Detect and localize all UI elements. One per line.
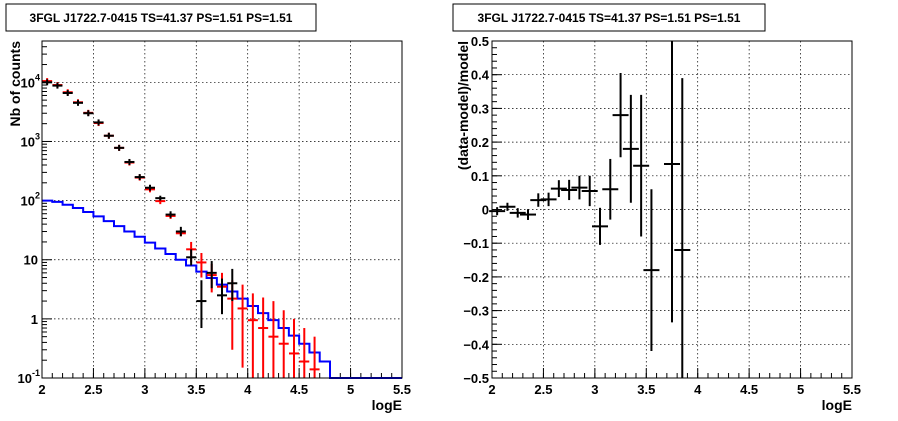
right-x-tick-label: 2 [488,382,495,397]
right-x-tick-label: 2.5 [534,382,552,397]
right-y-tick-label: −0.5 [463,371,489,386]
left-y-tick-label: 103 [21,131,40,149]
left-y-tick-label: 102 [21,191,40,209]
background-model-histogram [42,199,402,379]
left-x-tick-label: 4 [244,382,252,397]
right-y-tick-label: 0.1 [471,169,489,184]
left-y-tick-label: 10-1 [18,368,40,386]
right-x-tick-label: 4.5 [740,382,758,397]
left-x-tick-label: 5.5 [393,382,411,397]
right-x-axis-title: logE [822,397,852,413]
right-title-box [452,3,766,32]
left-gridlines [41,41,403,379]
right-y-tick-label: −0.1 [463,236,489,251]
left-x-tick-label: 3 [141,382,148,397]
background-histogram-line [42,199,402,379]
right-y-axis-title: (data-model)/model [455,41,471,170]
right-gridlines [491,40,853,379]
counts-spectrum-panel: 3FGL J1722.7-0415 TS=41.37 PS=1.51 PS=1.… [5,3,411,413]
left-y-tick-label: 10 [24,253,38,268]
left-x-axis-title: logE [372,397,402,413]
right-y-tick-label: −0.3 [463,304,489,319]
right-plot-frame [491,40,853,379]
right-y-tick-label: 0.3 [471,101,489,116]
left-x-tick-label: 4.5 [290,382,308,397]
right-y-tick-label: 0.5 [471,34,489,49]
right-x-tick-labels: 2 2.5 3 3.5 4 4.5 5 5.5 [488,382,861,397]
left-y-axis-title: Nb of counts [7,41,23,127]
residuals-panel: 3FGL J1722.7-0415 TS=41.37 PS=1.51 PS=1.… [452,3,861,413]
right-y-tick-label: 0 [482,203,489,218]
right-x-tick-label: 5 [797,382,804,397]
left-plot-frame [41,40,403,379]
right-chart-title: 3FGL J1722.7-0415 TS=41.37 PS=1.51 PS=1.… [478,11,741,25]
left-y-tick-label: 1 [31,312,38,327]
left-title-box [5,3,317,32]
left-y-tick-label: 104 [21,72,40,90]
right-x-tick-label: 4 [694,382,702,397]
right-x-tick-label: 3 [591,382,598,397]
right-x-tick-label: 3.5 [637,382,655,397]
right-y-tick-labels: 0.5 0.4 0.3 0.2 0.1 0 −0.1 −0.2 −0.3 −0.4 −0.5 [463,34,489,386]
residual-points-series [489,41,691,378]
right-y-tick-label: −0.2 [463,270,489,285]
left-x-tick-label: 2.5 [84,382,102,397]
right-y-tick-label: 0.4 [471,68,490,83]
right-y-tick-label: 0.2 [471,135,489,150]
left-x-tick-label: 3.5 [187,382,205,397]
left-chart-title: 3FGL J1722.7-0415 TS=41.37 PS=1.51 PS=1.… [30,11,293,25]
left-x-tick-label: 2 [38,382,45,397]
right-y-tick-label: −0.4 [463,337,489,352]
left-x-tick-labels: 2 2.5 3 3.5 4 4.5 5 5.5 [38,382,411,397]
left-x-tick-label: 5 [347,382,354,397]
data-points-series [42,79,238,329]
right-x-tick-label: 5.5 [843,382,861,397]
